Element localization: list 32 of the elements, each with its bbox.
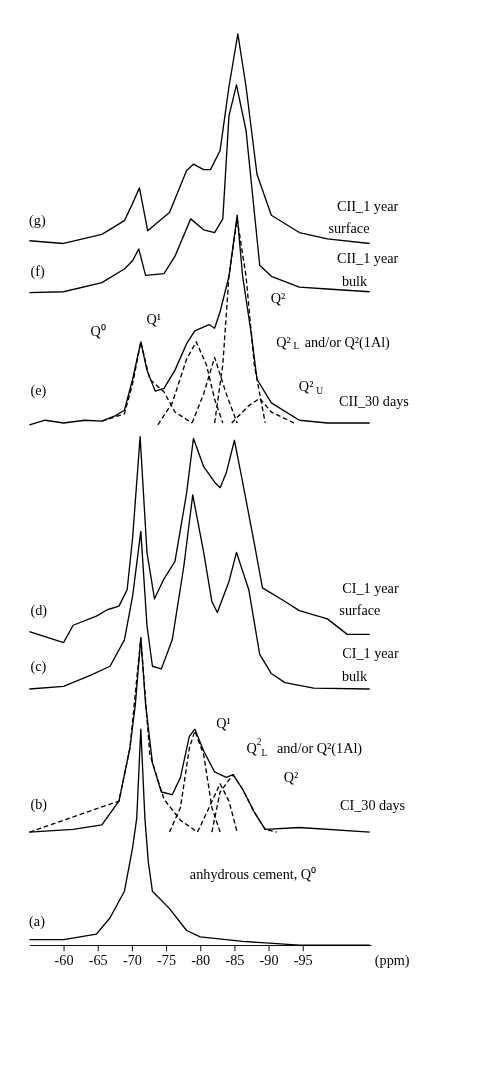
annotation: (a) xyxy=(29,913,46,931)
x-tick-label: -90 xyxy=(259,951,279,968)
annotation: CII_1 year xyxy=(337,197,399,214)
x-tick-label: -85 xyxy=(225,951,245,968)
annotation: surface xyxy=(328,219,370,236)
annotation: surface xyxy=(339,601,381,618)
annotation: CI_30 days xyxy=(339,797,406,814)
annotation: (e) xyxy=(30,381,47,399)
annotation: anhydrous cement, Q⁰ xyxy=(189,865,317,882)
annotation: (b) xyxy=(30,795,48,813)
annotation: CI_1 year xyxy=(342,645,399,662)
annotation: CII_1 year xyxy=(337,249,399,266)
annotation: Q⁰ xyxy=(90,322,106,339)
x-tick-label: -65 xyxy=(88,951,108,968)
annotation: bulk xyxy=(341,272,369,289)
x-axis-title: (ppm) xyxy=(374,951,410,969)
annotation: (c) xyxy=(30,657,47,675)
annotation: Q² xyxy=(270,289,286,306)
x-tick-label: -95 xyxy=(293,951,313,968)
x-tick-label: -80 xyxy=(191,951,211,968)
annotation: bulk xyxy=(341,668,369,685)
x-tick-label: -75 xyxy=(157,951,177,968)
annotation: (f) xyxy=(30,262,45,280)
annotation: CII_30 days xyxy=(338,392,410,409)
annotation: Q¹ xyxy=(146,310,162,327)
x-tick-label: -60 xyxy=(54,951,74,968)
annotation: (g) xyxy=(29,212,46,230)
annotation: (d) xyxy=(30,601,48,619)
x-tick-label: -70 xyxy=(122,951,142,968)
annotation: CI_1 year xyxy=(342,579,399,596)
annotation: Q² xyxy=(283,769,299,786)
annotation: Q¹ xyxy=(216,715,231,732)
